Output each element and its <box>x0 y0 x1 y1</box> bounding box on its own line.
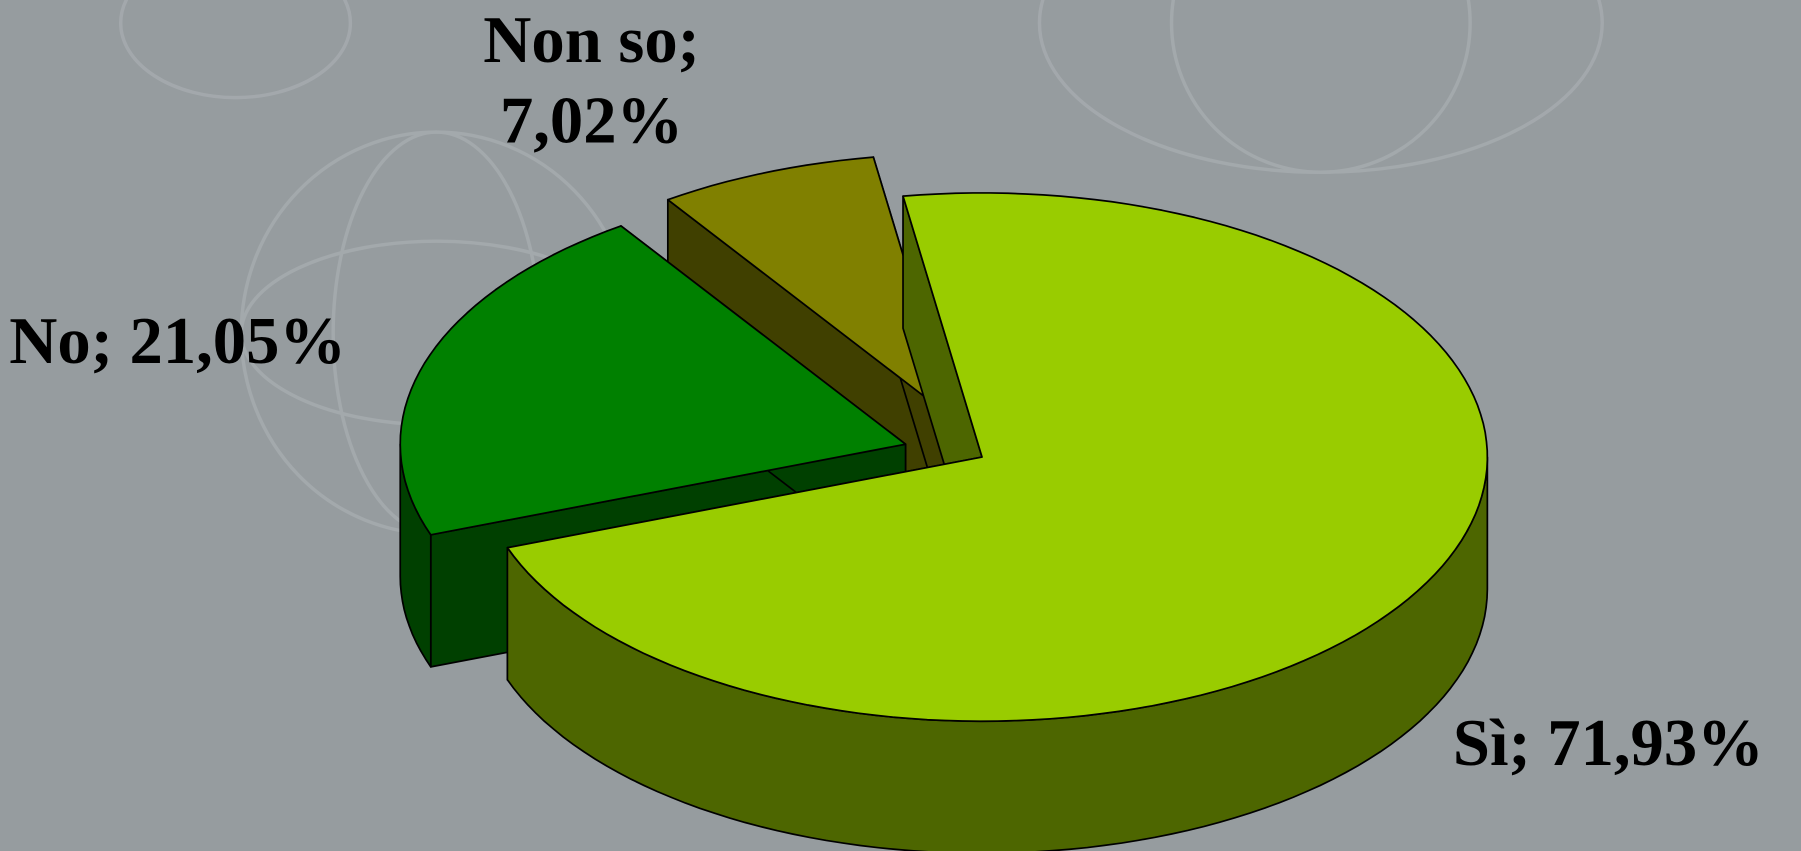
slice <box>506 192 1489 851</box>
data-label: Sì; 71,93% <box>1452 705 1764 780</box>
slice <box>506 192 1489 723</box>
data-label-box: Sì; 71,93% <box>1452 705 1764 780</box>
data-label: Non so; 7,02% <box>483 2 700 158</box>
slice <box>399 225 907 536</box>
data-label: No; 21,05% <box>9 303 347 378</box>
data-label-box: Non so; 7,02% <box>483 2 700 158</box>
slice <box>666 156 954 419</box>
data-label-box: No; 21,05% <box>9 303 347 378</box>
